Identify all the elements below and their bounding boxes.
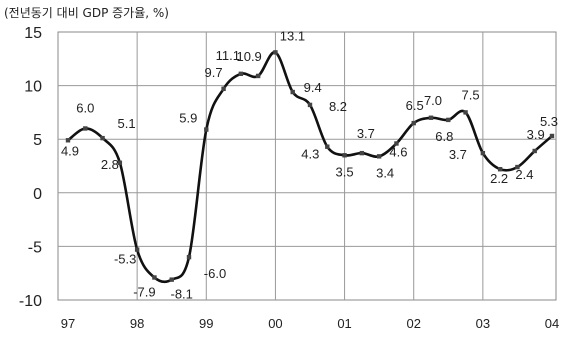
x-tick-label: 99	[199, 316, 213, 331]
data-label: 2.4	[515, 167, 533, 182]
series-line	[67, 51, 553, 284]
y-tick-label: -10	[19, 293, 42, 310]
y-tick-label: 10	[24, 79, 42, 96]
y-tick-label: -5	[28, 239, 42, 256]
x-tick-label: 04	[545, 316, 559, 331]
data-label: 5.9	[179, 111, 197, 126]
x-tick-label: 02	[406, 316, 420, 331]
x-tick-label: 00	[268, 316, 282, 331]
data-label: 5.3	[540, 114, 558, 129]
data-label: 7.0	[424, 93, 442, 108]
data-label: 2.2	[490, 171, 508, 186]
data-label: 6.0	[76, 100, 94, 115]
y-tick-label: 0	[33, 186, 42, 203]
x-tick-label: 01	[337, 316, 351, 331]
data-point	[169, 277, 174, 282]
data-point	[394, 141, 399, 146]
y-tick-label: 15	[24, 25, 42, 42]
data-point	[83, 126, 88, 131]
data-label: 4.3	[301, 147, 319, 162]
data-label: 4.9	[61, 143, 79, 158]
data-point	[532, 148, 537, 154]
data-label: 2.8	[101, 157, 119, 172]
data-point	[186, 254, 192, 260]
data-point	[411, 120, 416, 126]
data-label: 3.5	[336, 164, 354, 179]
data-label: -7.9	[133, 284, 155, 299]
data-point	[238, 71, 244, 77]
data-point	[446, 117, 451, 123]
data-point	[515, 164, 520, 170]
data-point	[221, 86, 226, 92]
y-axis-label: (전년동기 대비 GDP 증가율, %)	[4, 6, 169, 20]
y-tick-label: 5	[33, 132, 42, 149]
x-tick-label: 97	[61, 316, 75, 331]
data-point	[463, 110, 468, 115]
data-point	[273, 50, 278, 55]
data-label: -5.3	[114, 252, 136, 267]
data-label: 6.8	[435, 129, 453, 144]
data-point	[325, 144, 330, 149]
data-label: 3.7	[357, 126, 375, 141]
data-label: 6.5	[406, 98, 424, 113]
data-point	[428, 115, 434, 120]
data-point	[376, 154, 382, 159]
data-point	[117, 160, 123, 165]
data-point	[307, 102, 313, 108]
data-label: 3.7	[449, 147, 467, 162]
data-label: -6.0	[204, 266, 226, 281]
data-point	[134, 247, 140, 252]
data-label: 3.4	[376, 165, 394, 180]
data-label: 13.1	[280, 28, 305, 43]
x-tick-label: 03	[476, 316, 490, 331]
data-label: 10.9	[236, 49, 261, 64]
data-point	[342, 153, 347, 158]
data-label: 8.2	[329, 99, 347, 114]
data-label: 4.6	[389, 144, 407, 159]
data-point	[100, 135, 105, 141]
data-point	[152, 275, 157, 280]
data-point	[497, 167, 503, 172]
plot-frame	[57, 31, 557, 301]
data-point	[480, 150, 486, 156]
data-label: 11.1	[216, 48, 240, 63]
data-label: 3.9	[527, 127, 545, 142]
data-label: 9.7	[205, 65, 223, 80]
data-point	[65, 138, 71, 143]
data-label: 5.1	[118, 116, 136, 131]
data-point	[255, 73, 261, 79]
data-label: -8.1	[171, 287, 193, 302]
data-label: 7.5	[462, 87, 480, 102]
data-point	[359, 150, 365, 156]
data-point	[290, 89, 295, 95]
data-label: 9.4	[304, 80, 322, 95]
data-point	[549, 133, 555, 139]
x-tick-label: 98	[130, 316, 144, 331]
data-point	[204, 127, 209, 132]
